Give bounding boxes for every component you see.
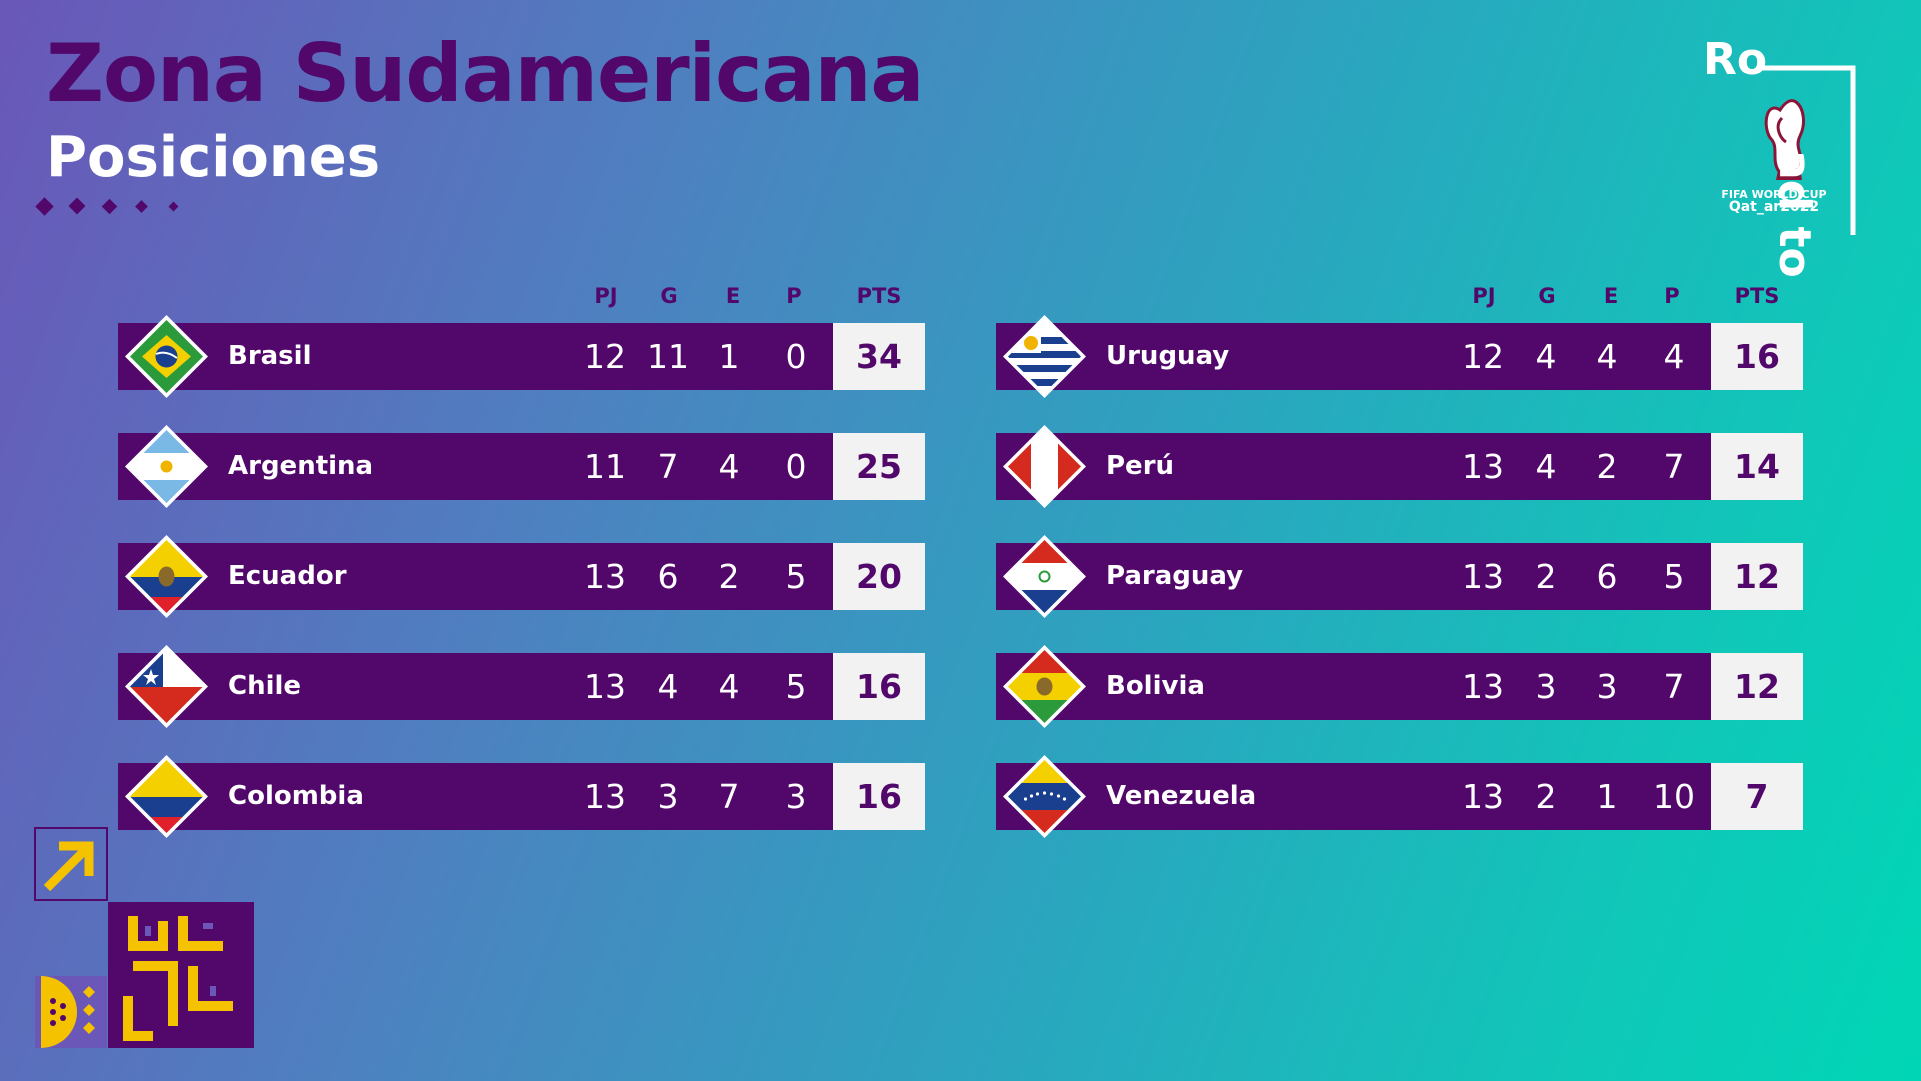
colombia-flag-icon	[125, 755, 208, 838]
stat-g: 3	[657, 777, 679, 816]
stat-e: 2	[718, 557, 740, 596]
stat-e: 2	[1596, 447, 1618, 486]
stat-pj: 13	[584, 777, 626, 816]
stat-pts: 16	[833, 653, 925, 720]
logo-text-ro: Ro	[1703, 34, 1768, 85]
right-table-row: Venezuela 13 2 1 10 7	[996, 755, 1803, 838]
left-header-g: G	[660, 284, 678, 308]
stat-p: 10	[1653, 777, 1695, 816]
stat-pts: 16	[833, 763, 925, 830]
team-name: Perú	[1106, 451, 1175, 481]
stat-g: 3	[1535, 667, 1557, 706]
stat-g: 7	[657, 447, 679, 486]
stat-p: 3	[785, 777, 807, 816]
team-name: Argentina	[228, 451, 374, 481]
stat-pj: 13	[1462, 667, 1504, 706]
left-table-row: Ecuador 13 6 2 5 20	[118, 535, 925, 618]
stat-p: 5	[1663, 557, 1685, 596]
stat-g: 2	[1535, 777, 1557, 816]
stat-p: 5	[785, 557, 807, 596]
chile-flag-icon	[125, 645, 208, 728]
stat-pts: 34	[833, 323, 925, 390]
stat-g: 4	[1535, 337, 1557, 376]
left-table-row: Brasil 12 11 1 0 34	[118, 315, 925, 398]
stat-pj: 13	[1462, 777, 1504, 816]
stat-p: 0	[785, 447, 807, 486]
stat-pts: 14	[1711, 433, 1803, 500]
left-header-pts: PTS	[856, 284, 902, 308]
team-name: Chile	[228, 671, 302, 701]
team-name: Colombia	[228, 781, 364, 811]
right-table-row: Uruguay 12 4 4 4 16	[996, 315, 1803, 398]
right-header-e: E	[1603, 284, 1619, 308]
stat-e: 6	[1596, 557, 1618, 596]
brazil-flag-icon	[125, 315, 208, 398]
stat-pj: 13	[584, 557, 626, 596]
stat-pj: 13	[584, 667, 626, 706]
stat-e: 3	[1596, 667, 1618, 706]
right-header-pj: PJ	[1472, 284, 1496, 308]
team-name: Uruguay	[1106, 341, 1230, 371]
stat-p: 7	[1663, 667, 1685, 706]
stat-pts: 12	[1711, 653, 1803, 720]
stat-p: 4	[1663, 337, 1685, 376]
right-header-pts: PTS	[1734, 284, 1780, 308]
uruguay-flag-icon	[1003, 315, 1086, 398]
stat-g: 4	[657, 667, 679, 706]
right-table-row: Perú 13 4 2 7 14	[996, 425, 1803, 508]
stat-pj: 12	[1462, 337, 1504, 376]
paraguay-flag-icon	[1003, 535, 1086, 618]
stat-pj: 13	[1462, 557, 1504, 596]
stat-pj: 12	[584, 337, 626, 376]
stat-pts: 16	[1711, 323, 1803, 390]
bolivia-flag-icon	[1003, 645, 1086, 728]
left-table-row: Chile 13 4 4 5 16	[118, 645, 925, 728]
team-name: Brasil	[228, 341, 312, 371]
team-name: Paraguay	[1106, 561, 1244, 591]
page-title: Zona Sudamericana	[46, 27, 924, 120]
stat-e: 4	[718, 447, 740, 486]
left-header-e: E	[725, 284, 741, 308]
team-name: Venezuela	[1106, 781, 1257, 811]
stat-pj: 13	[1462, 447, 1504, 486]
stat-g: 4	[1535, 447, 1557, 486]
venezuela-flag-icon	[1003, 755, 1086, 838]
stat-e: 4	[1596, 337, 1618, 376]
world-cup-line1: FIFA WORLD CUP	[1721, 188, 1827, 201]
stat-pts: 25	[833, 433, 925, 500]
left-header-p: P	[786, 284, 802, 308]
stat-pj: 11	[584, 447, 626, 486]
stat-e: 7	[718, 777, 740, 816]
right-header-g: G	[1538, 284, 1556, 308]
stat-e: 1	[718, 337, 740, 376]
team-name: Ecuador	[228, 561, 347, 591]
world-cup-caption: FIFA WORLD CUP Qat_ar2022	[1718, 188, 1830, 214]
right-table-row: Bolivia 13 3 3 7 12	[996, 645, 1803, 728]
left-table-row: Colombia 13 3 7 3 16	[118, 755, 925, 838]
stat-p: 0	[785, 337, 807, 376]
stat-g: 2	[1535, 557, 1557, 596]
stat-p: 7	[1663, 447, 1685, 486]
stat-pts: 20	[833, 543, 925, 610]
left-header-pj: PJ	[594, 284, 618, 308]
stat-pts: 7	[1711, 763, 1803, 830]
stat-g: 11	[647, 337, 689, 376]
team-name: Bolivia	[1106, 671, 1205, 701]
world-cup-line2: Qat_ar2022	[1728, 199, 1820, 215]
stat-e: 4	[718, 667, 740, 706]
right-header-p: P	[1664, 284, 1680, 308]
ecuador-flag-icon	[125, 535, 208, 618]
stat-p: 5	[785, 667, 807, 706]
argentina-flag-icon	[125, 425, 208, 508]
stat-g: 6	[657, 557, 679, 596]
stat-e: 1	[1596, 777, 1618, 816]
page-subtitle: Posiciones	[46, 125, 381, 190]
right-table-row: Paraguay 13 2 6 5 12	[996, 535, 1803, 618]
left-table-row: Argentina 11 7 4 0 25	[118, 425, 925, 508]
stat-pts: 12	[1711, 543, 1803, 610]
peru-flag-icon	[1003, 425, 1086, 508]
